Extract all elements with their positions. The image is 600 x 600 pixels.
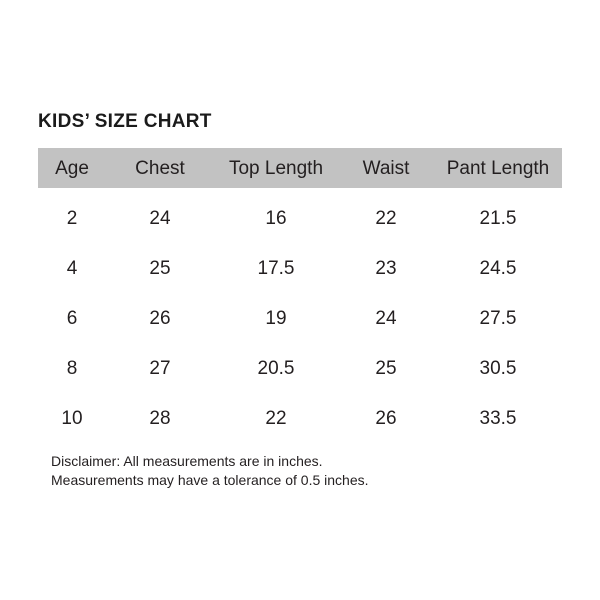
column-header-pant-length: Pant Length: [446, 157, 550, 179]
cell-chest: 27: [149, 357, 171, 379]
disclaimer-line-1: Disclaimer: All measurements are in inch…: [51, 453, 323, 469]
disclaimer-line-2: Measurements may have a tolerance of 0.5…: [51, 472, 369, 488]
cell-pant-length: 21.5: [479, 207, 517, 229]
table-row: 10 28 22 26 33.5: [38, 393, 562, 443]
cell-waist: 25: [375, 357, 397, 379]
column-header-waist: Waist: [362, 157, 410, 179]
cell-pant-length: 30.5: [479, 357, 517, 379]
cell-chest: 26: [149, 307, 171, 329]
cell-waist: 22: [375, 207, 397, 229]
cell-waist: 26: [375, 407, 397, 429]
cell-chest: 28: [149, 407, 171, 429]
page-title: KIDS’ SIZE CHART: [38, 111, 212, 132]
table-header-row: Age Chest Top Length Waist Pant Length: [38, 148, 562, 188]
table-row: 6 26 19 24 27.5: [38, 293, 562, 343]
cell-age: 2: [66, 207, 78, 229]
table-row: 8 27 20.5 25 30.5: [38, 343, 562, 393]
cell-waist: 23: [375, 257, 397, 279]
table-row: 4 25 17.5 23 24.5: [38, 243, 562, 293]
cell-pant-length: 33.5: [479, 407, 517, 429]
cell-top-length: 19: [265, 307, 287, 329]
column-header-chest: Chest: [135, 157, 185, 179]
cell-top-length: 16: [265, 207, 287, 229]
cell-chest: 24: [149, 207, 171, 229]
cell-pant-length: 24.5: [479, 257, 517, 279]
cell-chest: 25: [149, 257, 171, 279]
column-header-top-length: Top Length: [228, 157, 324, 179]
cell-age: 8: [66, 357, 78, 379]
table-row: 2 24 16 22 21.5: [38, 193, 562, 243]
cell-age: 10: [61, 407, 83, 429]
cell-top-length: 22: [265, 407, 287, 429]
disclaimer-text: Disclaimer: All measurements are in inch…: [51, 452, 369, 490]
cell-age: 4: [66, 257, 78, 279]
cell-top-length: 20.5: [257, 357, 295, 379]
cell-top-length: 17.5: [257, 257, 295, 279]
cell-waist: 24: [375, 307, 397, 329]
column-header-age: Age: [55, 157, 89, 179]
cell-age: 6: [66, 307, 78, 329]
cell-pant-length: 27.5: [479, 307, 517, 329]
